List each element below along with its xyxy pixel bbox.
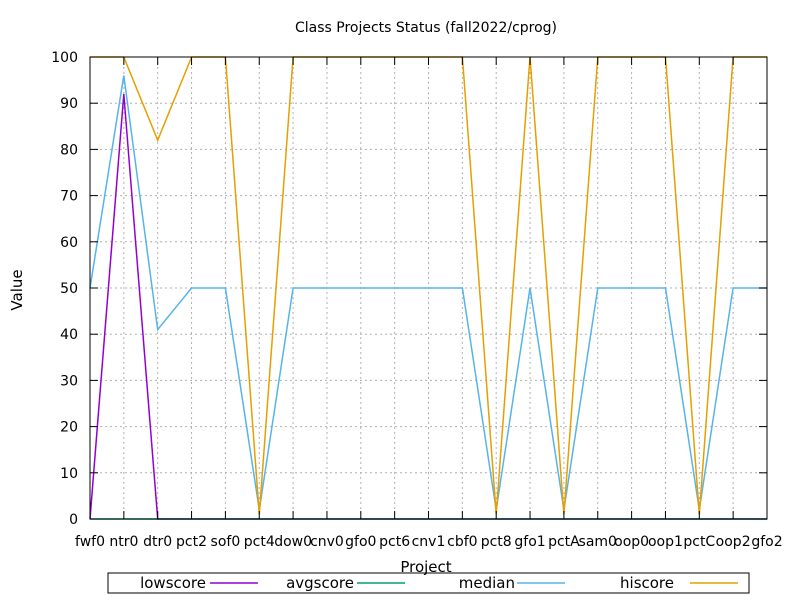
x-axis-label: Project xyxy=(400,558,451,576)
x-tick-label: cnv1 xyxy=(412,534,446,550)
legend-label-hiscore: hiscore xyxy=(620,574,674,592)
x-tick-label: ntr0 xyxy=(109,534,138,550)
legend-box xyxy=(107,572,750,594)
y-tick-labels: 0 10 20 30 40 50 60 70 80 90 100 xyxy=(51,50,767,528)
x-tick-label: oop1 xyxy=(648,534,683,550)
x-tick-label: pct4 xyxy=(244,534,275,550)
y-tick-label: 40 xyxy=(60,327,78,343)
x-tick-label: pct6 xyxy=(379,534,410,550)
x-tick-label: dtr0 xyxy=(143,534,172,550)
series-line-median xyxy=(89,75,767,510)
y-tick-label: 0 xyxy=(69,512,78,528)
y-tick-label: 80 xyxy=(60,142,78,158)
x-tick-label: pct2 xyxy=(176,534,207,550)
x-tick-label: oop2 xyxy=(716,534,751,550)
series-lines xyxy=(89,56,767,520)
x-tick-label: pctC xyxy=(683,534,715,550)
x-tick-label: cbf0 xyxy=(447,534,477,550)
legend: lowscore avgscore median hiscore xyxy=(140,574,738,592)
x-tick-label: cnv0 xyxy=(310,534,344,550)
x-tick-label: gfo1 xyxy=(514,534,545,550)
y-tick-label: 50 xyxy=(60,281,78,297)
y-tick-label: 100 xyxy=(51,50,78,66)
x-tick-label: oop0 xyxy=(614,534,649,550)
x-tick-label: fwf0 xyxy=(75,534,105,550)
x-tick-label: gfo2 xyxy=(751,534,782,550)
x-tick-label: dow0 xyxy=(274,534,312,550)
x-tick-label: pct8 xyxy=(481,534,512,550)
y-tick-label: 10 xyxy=(60,466,78,482)
x-tick-label: sof0 xyxy=(211,534,241,550)
y-tick-label: 20 xyxy=(60,420,78,436)
y-axis-label: Value xyxy=(8,269,26,310)
x-tick-label: pctA xyxy=(548,534,580,550)
y-tick-label: 70 xyxy=(60,189,78,205)
legend-label-lowscore: lowscore xyxy=(140,574,206,592)
legend-label-avgscore: avgscore xyxy=(286,574,354,592)
y-tick-label: 30 xyxy=(60,373,78,389)
chart-title: Class Projects Status (fall2022/cprog) xyxy=(295,20,557,36)
y-tick-label: 60 xyxy=(60,235,78,251)
legend-label-median: median xyxy=(459,574,515,592)
x-tick-label: sam0 xyxy=(579,534,617,550)
series-line-hiscore xyxy=(90,56,767,515)
y-tick-label: 90 xyxy=(60,96,78,112)
x-tick-label: gfo0 xyxy=(345,534,376,550)
